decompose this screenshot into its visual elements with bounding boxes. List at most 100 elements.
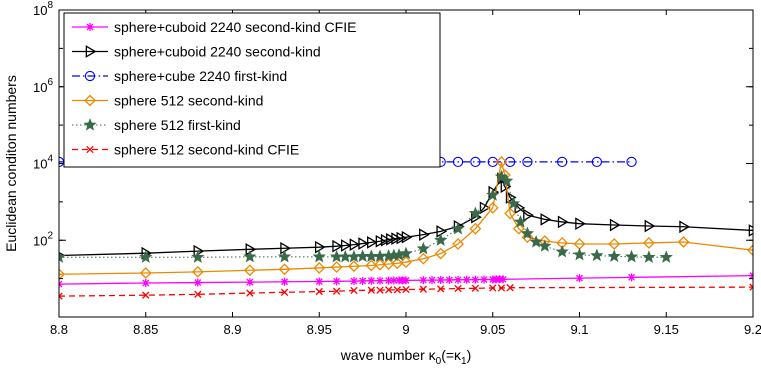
data-point [454, 275, 463, 284]
data-point [349, 277, 358, 286]
legend-label: sphere 512 second-kind [114, 93, 263, 109]
data-point [375, 234, 387, 248]
data-point [512, 222, 525, 235]
data-point [315, 287, 323, 296]
data-point [59, 268, 65, 281]
data-point [624, 249, 639, 263]
y-tick-label: 108 [33, 0, 53, 18]
data-point [504, 156, 516, 168]
data-point [191, 250, 205, 263]
legend-label: sphere+cube 2240 first-kind [114, 68, 287, 84]
legend-marker [84, 70, 96, 82]
data-point [540, 213, 552, 226]
data-point [505, 191, 517, 204]
data-point [557, 156, 568, 168]
data-point [142, 291, 150, 299]
x-tick-label: 9.15 [654, 322, 679, 337]
data-point [277, 249, 292, 263]
data-point [470, 156, 481, 168]
legend-entry: sphere+cuboid 2240 second-kind CFIE [72, 19, 356, 35]
legend-entry: sphere+cuboid 2240 second-kind [72, 44, 321, 60]
data-point [194, 290, 202, 298]
data-point [486, 188, 500, 201]
data-point [399, 246, 413, 260]
data-point [315, 277, 324, 286]
data-point [401, 230, 413, 244]
series-5 [59, 283, 753, 300]
data-point [59, 250, 66, 263]
data-point [469, 222, 482, 235]
data-point [243, 264, 256, 277]
data-point [389, 276, 398, 285]
legend-entry: sphere 512 second-kind [72, 93, 263, 109]
data-point [609, 218, 621, 232]
data-point [419, 228, 430, 241]
data-point [644, 219, 656, 233]
legend: sphere+cuboid 2240 second-kind CFIE spher… [63, 12, 441, 168]
data-point [139, 250, 153, 263]
x-tick-label: 8.8 [50, 322, 68, 337]
legend-label: sphere+cuboid 2240 second-kind [114, 44, 321, 60]
data-point [380, 233, 392, 247]
data-point [332, 239, 344, 253]
x-tick-label: 9.2 [744, 322, 761, 337]
data-point [246, 289, 254, 297]
data-point [384, 286, 393, 294]
data-point [506, 284, 514, 292]
data-point [348, 260, 360, 273]
data-point [480, 275, 489, 284]
data-point [572, 247, 587, 261]
data-point [529, 235, 543, 248]
data-point [522, 156, 533, 168]
y-tick-label: 106 [33, 77, 53, 95]
data-point [436, 276, 445, 285]
data-point [452, 238, 464, 250]
y-axis-label: Euclidean conditon numbers [3, 75, 19, 252]
data-point [520, 226, 535, 240]
data-point [139, 267, 152, 279]
data-point [367, 236, 378, 249]
data-point [445, 275, 454, 284]
y-tick-label: 104 [33, 154, 53, 172]
legend-marker [83, 118, 97, 131]
data-point [471, 284, 480, 292]
data-point [376, 286, 384, 294]
data-point [495, 155, 508, 168]
data-point [313, 262, 326, 274]
data-point [245, 278, 254, 287]
data-point [419, 285, 428, 293]
legend-box [63, 12, 441, 168]
data-point [312, 249, 326, 263]
data-point [499, 275, 508, 284]
data-point [243, 249, 257, 263]
data-point [468, 206, 482, 220]
data-point [487, 156, 498, 168]
data-point [506, 196, 521, 210]
data-point [416, 241, 430, 255]
data-point [375, 276, 384, 285]
data-point [607, 249, 621, 262]
data-point [748, 224, 753, 237]
data-point [451, 221, 465, 235]
series-3 [59, 155, 753, 281]
legend-label: sphere+cuboid 2240 second-kind CFIE [114, 19, 356, 35]
data-point [374, 258, 386, 271]
data-point [471, 275, 480, 284]
data-point [384, 276, 393, 285]
legend-entry: sphere 512 second-kind CFIE [72, 142, 299, 158]
series-layer [59, 155, 753, 300]
data-point [350, 286, 358, 295]
data-point [367, 286, 375, 294]
data-point [402, 276, 410, 285]
legend-marker [86, 145, 94, 154]
data-point [382, 258, 395, 270]
data-point [349, 238, 361, 251]
data-point [608, 238, 621, 250]
series-line [59, 161, 753, 275]
data-point [575, 217, 586, 231]
data-point [193, 278, 202, 287]
y-tick-label: 102 [33, 230, 53, 248]
data-point [504, 207, 517, 220]
data-point [332, 287, 341, 295]
